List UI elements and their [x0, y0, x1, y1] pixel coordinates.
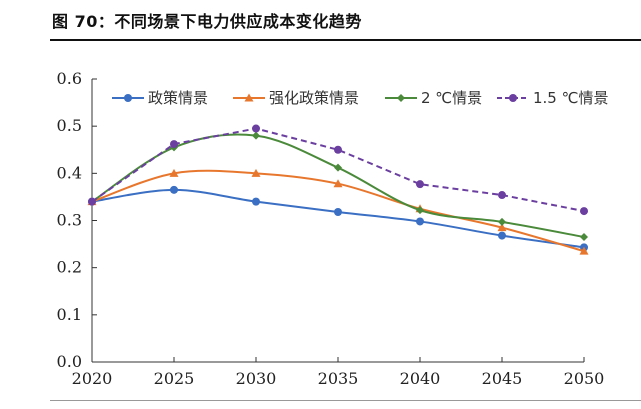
legend-label: 1.5 ℃情景 [533, 89, 608, 107]
data-point [170, 185, 178, 194]
x-tick-label: 2030 [236, 369, 277, 388]
data-point [416, 217, 424, 226]
data-point [497, 223, 507, 232]
chart-axes: 0.0 0.1 0.2 0.3 0.4 0.5 0.6 2020 2025 2030 2035 204… [57, 69, 605, 388]
legend-marker [124, 94, 132, 102]
legend-item: 1.5 ℃情景 [497, 89, 608, 107]
data-point [580, 233, 588, 242]
y-tick-label: 0.2 [57, 258, 82, 277]
y-tick-label: 0.5 [57, 116, 82, 135]
series-1 [88, 185, 588, 252]
y-tick-label: 0.4 [57, 163, 82, 182]
legend-marker [244, 93, 254, 102]
legend-item: 强化政策情景 [233, 89, 359, 107]
series-4 [88, 124, 588, 216]
y-tick-label: 0.1 [57, 305, 82, 324]
y-tick-label: 0.3 [57, 211, 82, 230]
data-point [498, 217, 506, 226]
data-point [498, 191, 506, 200]
legend-label: 政策情景 [148, 89, 208, 107]
x-tick-label: 2025 [154, 369, 195, 388]
legend-label: 2 ℃情景 [421, 89, 482, 107]
data-point [334, 145, 342, 154]
data-point [580, 207, 588, 216]
y-tick-label: 0.6 [57, 69, 82, 88]
x-tick-label: 2020 [72, 369, 113, 388]
x-tick-label: 2045 [482, 369, 523, 388]
data-point [252, 124, 260, 133]
legend-item: 2 ℃情景 [385, 89, 482, 107]
title-divider [50, 39, 641, 41]
chart-legend: 政策情景 强化政策情景 2 ℃情景 1.5 ℃情景 [112, 89, 608, 107]
data-point [416, 206, 424, 215]
legend-item: 政策情景 [112, 89, 208, 107]
legend-label: 强化政策情景 [269, 89, 359, 107]
data-point [579, 246, 589, 255]
figure-title: 图 70：不同场景下电力供应成本变化趋势 [52, 12, 362, 31]
legend-marker [509, 94, 517, 102]
data-point [333, 179, 343, 188]
x-tick-label: 2040 [400, 369, 441, 388]
data-point [169, 168, 179, 177]
series-line [91, 188, 585, 249]
x-tick-label: 2035 [318, 369, 359, 388]
series-layer [87, 124, 589, 255]
data-point [88, 197, 96, 206]
data-point [170, 140, 178, 149]
data-point [334, 208, 342, 217]
data-point [252, 197, 260, 206]
data-point [252, 131, 260, 140]
x-tick-label: 2050 [564, 369, 605, 388]
bottom-divider [50, 400, 641, 401]
legend-marker [397, 94, 405, 102]
data-point [334, 163, 342, 172]
data-point [498, 231, 506, 240]
data-point [416, 180, 424, 189]
data-point [251, 168, 261, 177]
y-tick-label: 0.0 [57, 352, 82, 371]
